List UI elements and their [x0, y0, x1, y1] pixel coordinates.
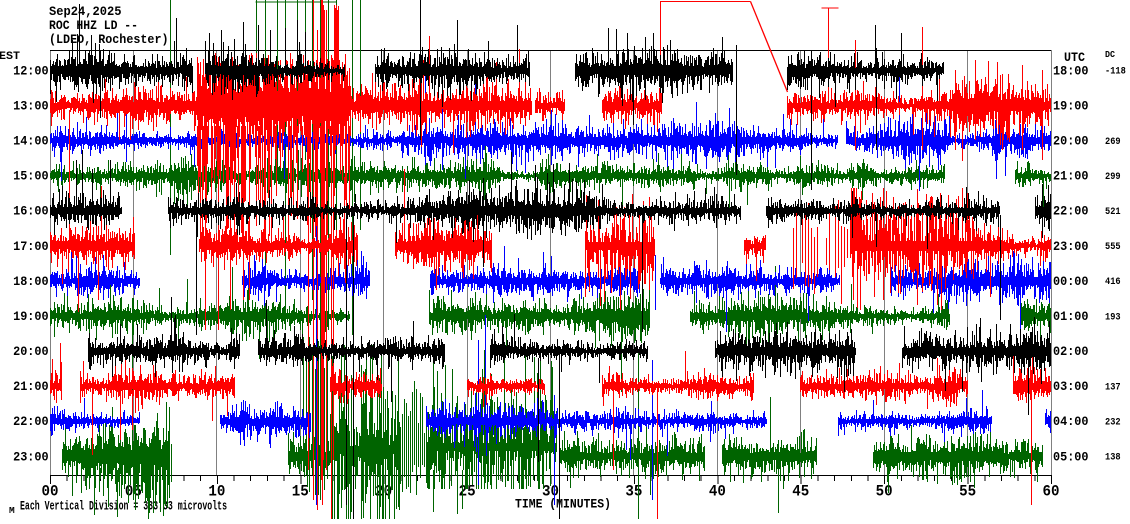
svg-text:03:00: 03:00 — [1053, 379, 1089, 394]
svg-text:00:00: 00:00 — [1053, 274, 1089, 289]
svg-text:00: 00 — [42, 483, 59, 501]
svg-text:Each Vertical Division = 333.: Each Vertical Division = 333.33 microvol… — [20, 500, 227, 514]
svg-text:23:00: 23:00 — [13, 449, 49, 464]
svg-text:02:00: 02:00 — [1053, 344, 1089, 359]
svg-text:232: 232 — [1105, 417, 1121, 429]
svg-text:M: M — [9, 505, 15, 516]
svg-text:40: 40 — [709, 483, 726, 501]
svg-text:(LDEO, Rochester): (LDEO, Rochester) — [49, 32, 169, 47]
svg-text:22:00: 22:00 — [1053, 204, 1089, 219]
svg-text:16:00: 16:00 — [13, 204, 49, 219]
svg-text:20:00: 20:00 — [13, 344, 49, 359]
svg-text:45: 45 — [792, 483, 809, 501]
svg-text:35: 35 — [625, 483, 642, 501]
svg-text:23:00: 23:00 — [1053, 239, 1089, 254]
svg-text:04:00: 04:00 — [1053, 414, 1089, 429]
svg-text:60: 60 — [1043, 483, 1060, 501]
svg-text:Sep24,2025: Sep24,2025 — [49, 4, 122, 19]
svg-text:20:00: 20:00 — [1053, 134, 1089, 149]
svg-text:55: 55 — [959, 483, 976, 501]
svg-text:-118: -118 — [1105, 66, 1126, 78]
svg-text:138: 138 — [1105, 452, 1121, 464]
svg-text:137: 137 — [1105, 381, 1121, 393]
svg-text:UTC: UTC — [1064, 50, 1085, 65]
svg-text:193: 193 — [1105, 311, 1121, 323]
svg-text:521: 521 — [1105, 206, 1121, 218]
svg-text:ROC HHZ LD --: ROC HHZ LD -- — [49, 18, 138, 33]
svg-text:14:00: 14:00 — [13, 134, 49, 149]
svg-text:269: 269 — [1105, 136, 1121, 148]
svg-text:01:00: 01:00 — [1053, 309, 1089, 324]
svg-text:50: 50 — [876, 483, 893, 501]
svg-text:17:00: 17:00 — [13, 239, 49, 254]
svg-text:TIME (MINUTES): TIME (MINUTES) — [515, 498, 611, 512]
svg-text:299: 299 — [1105, 171, 1121, 183]
svg-text:18:00: 18:00 — [13, 274, 49, 289]
svg-text:EST: EST — [0, 51, 20, 63]
svg-text:13:00: 13:00 — [13, 98, 49, 113]
svg-text:15: 15 — [292, 483, 309, 501]
svg-text:05:00: 05:00 — [1053, 449, 1089, 464]
svg-text:15:00: 15:00 — [13, 169, 49, 184]
svg-text:18:00: 18:00 — [1053, 63, 1089, 78]
svg-text:21:00: 21:00 — [1053, 169, 1089, 184]
svg-text:416: 416 — [1105, 276, 1121, 288]
svg-text:DC: DC — [1105, 50, 1116, 60]
svg-text:19:00: 19:00 — [1053, 98, 1089, 113]
svg-text:555: 555 — [1105, 241, 1121, 253]
svg-text:22:00: 22:00 — [13, 414, 49, 429]
svg-text:10: 10 — [208, 483, 225, 501]
svg-text:19:00: 19:00 — [13, 309, 49, 324]
svg-text:12:00: 12:00 — [13, 63, 49, 78]
svg-text:21:00: 21:00 — [13, 379, 49, 394]
